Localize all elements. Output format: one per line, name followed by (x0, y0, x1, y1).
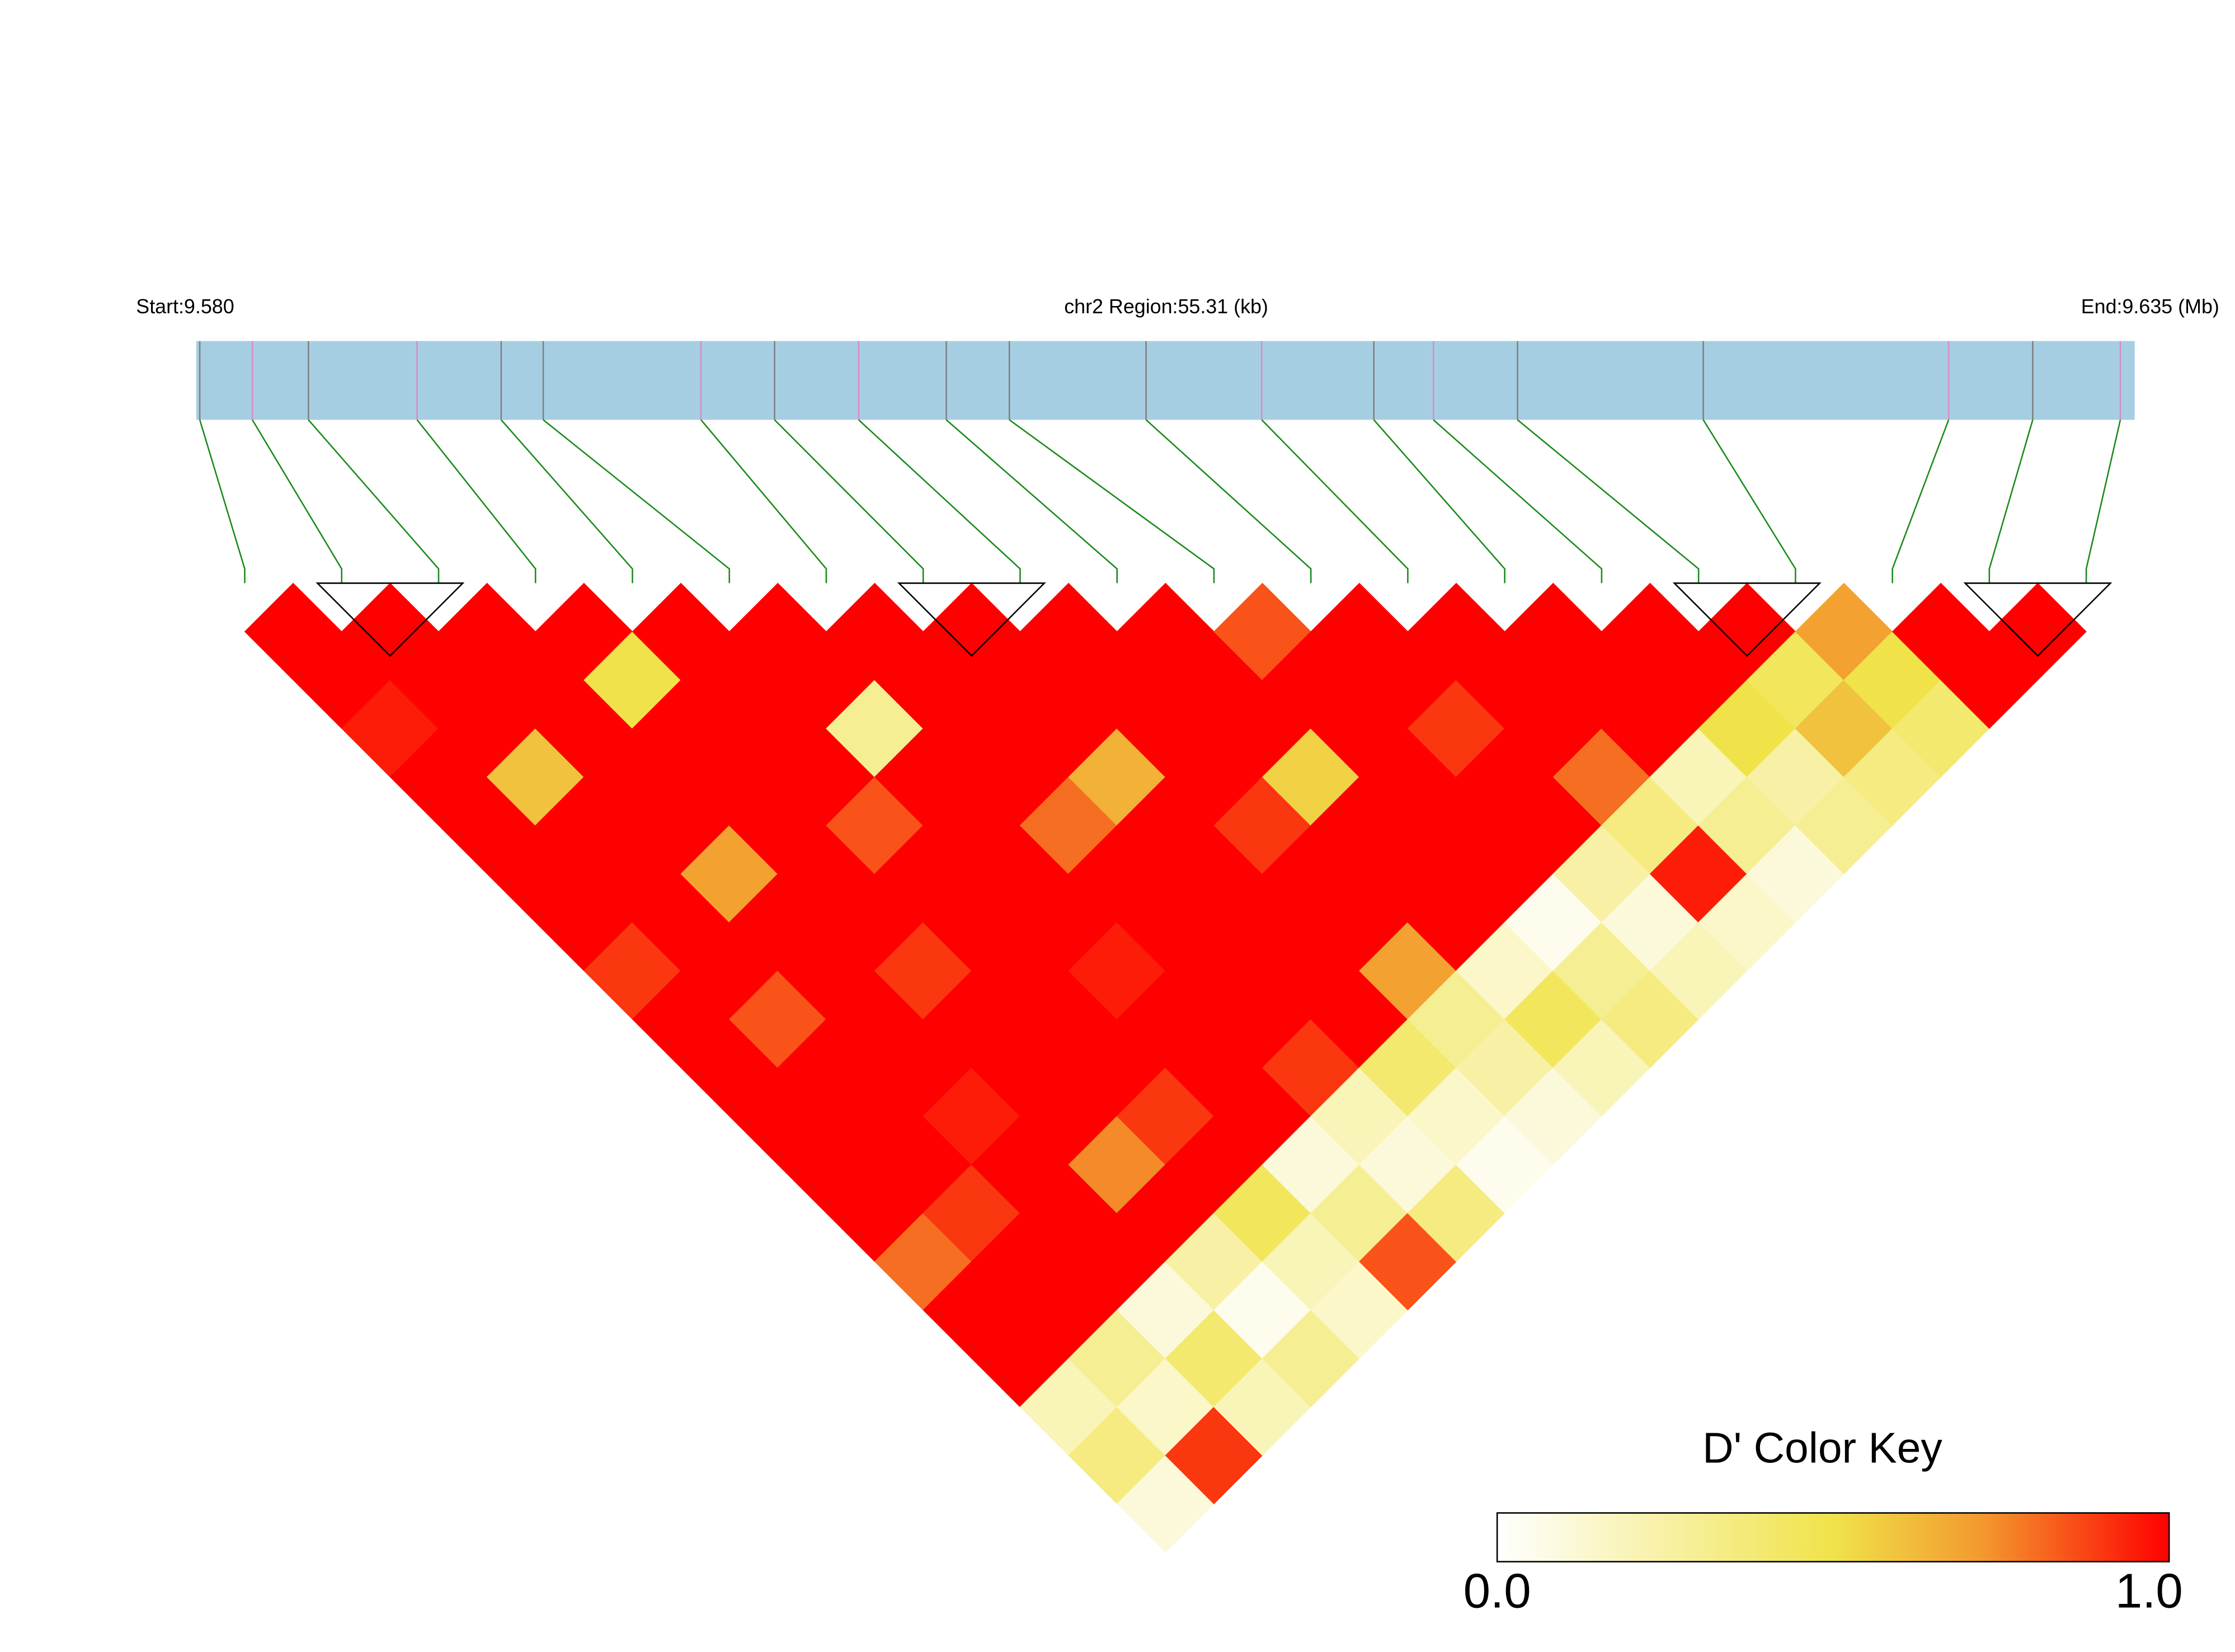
ld-block (316, 582, 465, 657)
snp-connector (774, 419, 924, 583)
snp-connector (945, 419, 1118, 583)
snp-connector (2085, 420, 2121, 583)
start-label: Start:9.580 (136, 295, 234, 318)
snp-connector (1517, 419, 1700, 583)
snp-connector (1702, 419, 1796, 583)
snp-connector (251, 419, 342, 583)
snp-connector (1261, 419, 1409, 583)
snp-connector (1988, 420, 2034, 583)
snp-connector (416, 419, 537, 583)
snp-connector (1373, 419, 1505, 583)
color-key-title: D' Color Key (1702, 1424, 1942, 1472)
ld-cell (1989, 582, 2087, 681)
end-label: End:9.635 (Mb) (2081, 295, 2219, 318)
snp-connector (500, 419, 633, 583)
ld-block (897, 582, 1046, 657)
snp-connector (858, 419, 1021, 583)
snp-connector (700, 419, 827, 583)
ld-block (1963, 582, 2112, 657)
snp-connector (543, 419, 730, 583)
region-track (196, 341, 2135, 420)
chart-title: chr2 Region:55.31 (kb) (1064, 295, 1268, 318)
color-key (1496, 1512, 2170, 1562)
color-key-label: 1.0 (2115, 1564, 2183, 1618)
color-key-label: 0.0 (1464, 1564, 1531, 1618)
snp-connector (308, 419, 440, 583)
snp-connector (199, 420, 246, 583)
ld-block (1672, 582, 1822, 657)
snp-connector (1009, 419, 1215, 583)
snp-connector (1145, 419, 1312, 583)
snp-connector (1433, 419, 1603, 583)
snp-connector (1891, 420, 1950, 583)
